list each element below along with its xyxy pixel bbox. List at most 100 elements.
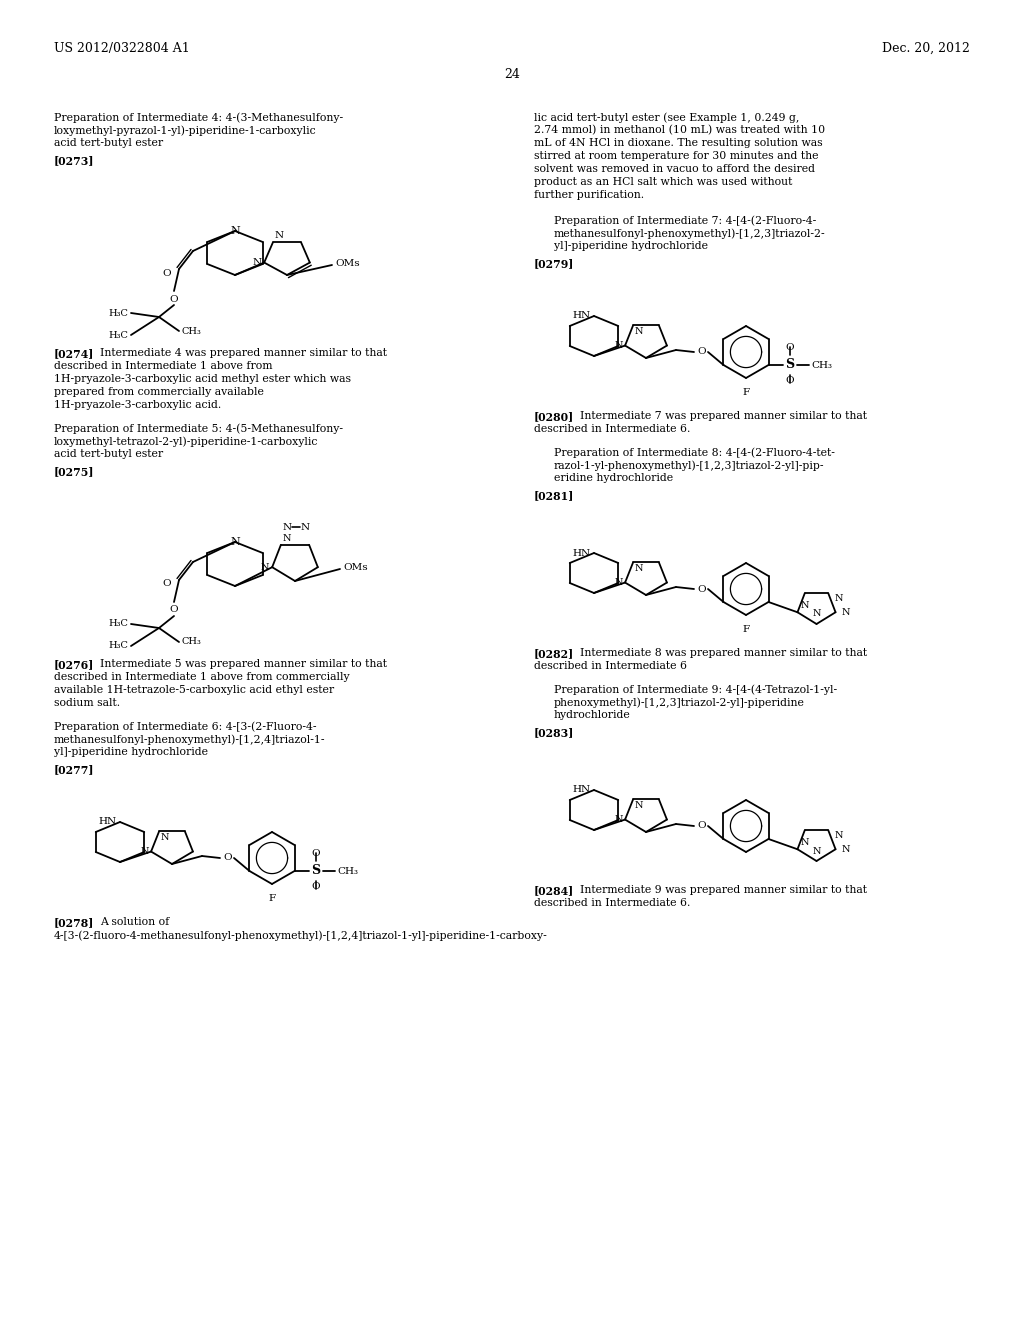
Text: HN: HN (572, 549, 591, 557)
Text: [0280]: [0280] (534, 411, 574, 422)
Text: Intermediate 7 was prepared manner similar to that: Intermediate 7 was prepared manner simil… (580, 411, 867, 421)
Text: described in Intermediate 6.: described in Intermediate 6. (534, 424, 690, 434)
Text: acid tert-butyl ester: acid tert-butyl ester (54, 449, 163, 459)
Text: N: N (842, 845, 850, 854)
Text: 1H-pryazole-3-carboxylic acid.: 1H-pryazole-3-carboxylic acid. (54, 400, 221, 411)
Text: Dec. 20, 2012: Dec. 20, 2012 (882, 42, 970, 55)
Text: N: N (635, 801, 643, 810)
Text: Preparation of Intermediate 6: 4-[3-(2-Fluoro-4-: Preparation of Intermediate 6: 4-[3-(2-F… (54, 721, 316, 731)
Text: Preparation of Intermediate 5: 4-(5-Methanesulfony-: Preparation of Intermediate 5: 4-(5-Meth… (54, 422, 343, 433)
Text: O: O (697, 347, 707, 356)
Text: CH₃: CH₃ (338, 866, 358, 875)
Text: methanesulfonyl-phenoxymethyl)-[1,2,4]triazol-1-: methanesulfonyl-phenoxymethyl)-[1,2,4]tr… (54, 734, 326, 744)
Text: sodium salt.: sodium salt. (54, 698, 120, 708)
Text: described in Intermediate 6: described in Intermediate 6 (534, 661, 687, 671)
Text: CH₃: CH₃ (182, 326, 202, 335)
Text: H₃C: H₃C (109, 309, 128, 318)
Text: N: N (801, 838, 809, 847)
Text: 24: 24 (504, 69, 520, 81)
Text: F: F (742, 388, 750, 397)
Text: A solution of: A solution of (100, 917, 169, 927)
Text: Preparation of Intermediate 8: 4-[4-(2-Fluoro-4-tet-: Preparation of Intermediate 8: 4-[4-(2-F… (554, 447, 835, 458)
Text: HN: HN (99, 817, 117, 826)
Text: N: N (835, 594, 843, 603)
Text: product as an HCl salt which was used without: product as an HCl salt which was used wi… (534, 177, 793, 187)
Text: N: N (230, 226, 240, 236)
Text: 4-[3-(2-fluoro-4-methanesulfonyl-phenoxymethyl)-[1,2,4]triazol-1-yl]-piperidine-: 4-[3-(2-fluoro-4-methanesulfonyl-phenoxy… (54, 931, 548, 941)
Text: N: N (161, 833, 170, 842)
Text: N: N (614, 814, 623, 824)
Text: [0278]: [0278] (54, 917, 94, 928)
Text: F: F (268, 894, 275, 903)
Text: Intermediate 9 was prepared manner similar to that: Intermediate 9 was prepared manner simil… (580, 884, 867, 895)
Text: solvent was removed in vacuo to afford the desired: solvent was removed in vacuo to afford t… (534, 164, 815, 174)
Text: O: O (697, 585, 707, 594)
Text: N: N (842, 607, 850, 616)
Text: Intermediate 5 was prepared manner similar to that: Intermediate 5 was prepared manner simil… (100, 659, 387, 669)
Text: Preparation of Intermediate 9: 4-[4-(4-Tetrazol-1-yl-: Preparation of Intermediate 9: 4-[4-(4-T… (554, 684, 838, 694)
Text: Intermediate 8 was prepared manner similar to that: Intermediate 8 was prepared manner simil… (580, 648, 867, 657)
Text: [0283]: [0283] (534, 727, 574, 738)
Text: Preparation of Intermediate 4: 4-(3-Methanesulfony-: Preparation of Intermediate 4: 4-(3-Meth… (54, 112, 343, 123)
Text: Preparation of Intermediate 7: 4-[4-(2-Fluoro-4-: Preparation of Intermediate 7: 4-[4-(2-F… (554, 215, 816, 226)
Text: stirred at room temperature for 30 minutes and the: stirred at room temperature for 30 minut… (534, 150, 818, 161)
Text: N: N (635, 327, 643, 337)
Text: N: N (812, 610, 821, 619)
Text: O: O (785, 376, 794, 385)
Text: O: O (223, 854, 232, 862)
Text: CH₃: CH₃ (182, 638, 202, 647)
Text: N: N (283, 523, 292, 532)
Text: further purification.: further purification. (534, 190, 644, 201)
Text: [0273]: [0273] (54, 154, 94, 166)
Text: [0279]: [0279] (534, 257, 574, 269)
Text: hydrochloride: hydrochloride (554, 710, 631, 719)
Text: loxymethyl-pyrazol-1-yl)-piperidine-1-carboxylic: loxymethyl-pyrazol-1-yl)-piperidine-1-ca… (54, 125, 316, 136)
Text: O: O (170, 606, 178, 615)
Text: OMs: OMs (343, 562, 368, 572)
Text: N: N (614, 341, 623, 350)
Text: described in Intermediate 6.: described in Intermediate 6. (534, 898, 690, 908)
Text: H₃C: H₃C (109, 330, 128, 339)
Text: Intermediate 4 was prepared manner similar to that: Intermediate 4 was prepared manner simil… (100, 348, 387, 358)
Text: loxymethyl-tetrazol-2-yl)-piperidine-1-carboxylic: loxymethyl-tetrazol-2-yl)-piperidine-1-c… (54, 436, 318, 446)
Text: acid tert-butyl ester: acid tert-butyl ester (54, 139, 163, 148)
Text: 2.74 mmol) in methanol (10 mL) was treated with 10: 2.74 mmol) in methanol (10 mL) was treat… (534, 125, 825, 136)
Text: HN: HN (572, 312, 591, 321)
Text: N: N (261, 562, 269, 572)
Text: [0277]: [0277] (54, 764, 94, 775)
Text: eridine hydrochloride: eridine hydrochloride (554, 473, 673, 483)
Text: phenoxymethyl)-[1,2,3]triazol-2-yl]-piperidine: phenoxymethyl)-[1,2,3]triazol-2-yl]-pipe… (554, 697, 805, 708)
Text: S: S (311, 865, 321, 878)
Text: [0276]: [0276] (54, 659, 94, 671)
Text: F: F (742, 624, 750, 634)
Text: [0284]: [0284] (534, 884, 574, 896)
Text: O: O (163, 268, 171, 277)
Text: N: N (300, 523, 309, 532)
Text: [0274]: [0274] (54, 348, 94, 359)
Text: N: N (274, 231, 284, 240)
Text: [0282]: [0282] (534, 648, 574, 659)
Text: N: N (140, 847, 150, 857)
Text: N: N (252, 259, 261, 267)
Text: N: N (283, 533, 292, 543)
Text: H₃C: H₃C (109, 619, 128, 628)
Text: N: N (801, 601, 809, 610)
Text: N: N (230, 537, 240, 546)
Text: HN: HN (572, 785, 591, 795)
Text: O: O (311, 849, 319, 858)
Text: US 2012/0322804 A1: US 2012/0322804 A1 (54, 42, 189, 55)
Text: prepared from commercially available: prepared from commercially available (54, 387, 264, 397)
Text: 1H-pryazole-3-carboxylic acid methyl ester which was: 1H-pryazole-3-carboxylic acid methyl est… (54, 374, 351, 384)
Text: mL of 4N HCl in dioxane. The resulting solution was: mL of 4N HCl in dioxane. The resulting s… (534, 139, 822, 148)
Text: N: N (835, 830, 843, 840)
Text: OMs: OMs (335, 259, 359, 268)
Text: described in Intermediate 1 above from commercially: described in Intermediate 1 above from c… (54, 672, 349, 682)
Text: O: O (311, 882, 319, 891)
Text: described in Intermediate 1 above from: described in Intermediate 1 above from (54, 360, 272, 371)
Text: methanesulfonyl-phenoxymethyl)-[1,2,3]triazol-2-: methanesulfonyl-phenoxymethyl)-[1,2,3]tr… (554, 228, 825, 239)
Text: available 1H-tetrazole-5-carboxylic acid ethyl ester: available 1H-tetrazole-5-carboxylic acid… (54, 685, 334, 696)
Text: N: N (614, 578, 623, 587)
Text: N: N (635, 565, 643, 573)
Text: O: O (785, 343, 794, 352)
Text: razol-1-yl-phenoxymethyl)-[1,2,3]triazol-2-yl]-pip-: razol-1-yl-phenoxymethyl)-[1,2,3]triazol… (554, 459, 824, 470)
